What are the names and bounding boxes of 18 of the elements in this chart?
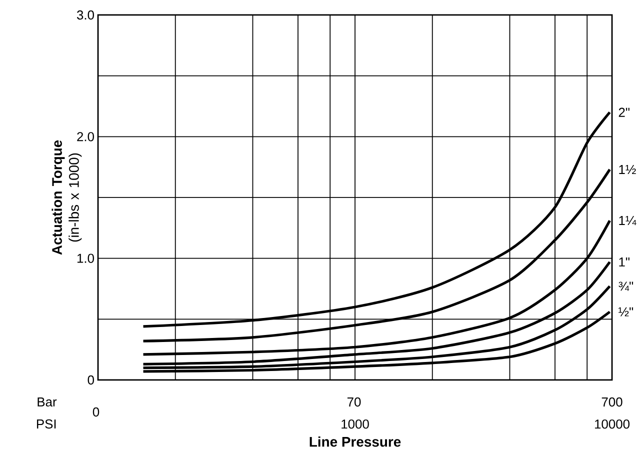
series-label: ½" bbox=[618, 307, 634, 316]
y-axis-title: Actuation Torque (in-lbs x 1000) bbox=[52, 140, 82, 255]
x-axis-title: Line Pressure bbox=[310, 436, 401, 447]
text: 70 bbox=[347, 397, 361, 407]
x-tick-label: 1000 bbox=[342, 420, 369, 429]
x-tick-label: 10000 bbox=[594, 420, 630, 429]
y-tick-label: 0 bbox=[88, 375, 94, 385]
y-tick-label: 1.0 bbox=[77, 254, 94, 263]
text: PSI bbox=[37, 419, 56, 429]
text: 700 bbox=[602, 397, 622, 407]
series-label: 1¼ bbox=[619, 216, 636, 226]
series-label: 2" bbox=[618, 108, 630, 117]
y-tick-label: 3.0 bbox=[76, 10, 94, 20]
series-label: ¾" bbox=[618, 282, 634, 291]
series-label: 1" bbox=[619, 258, 630, 266]
y-tick-label: 2.0 bbox=[77, 132, 94, 142]
series-label: 1½ bbox=[619, 165, 636, 174]
text: Bar bbox=[38, 397, 57, 406]
